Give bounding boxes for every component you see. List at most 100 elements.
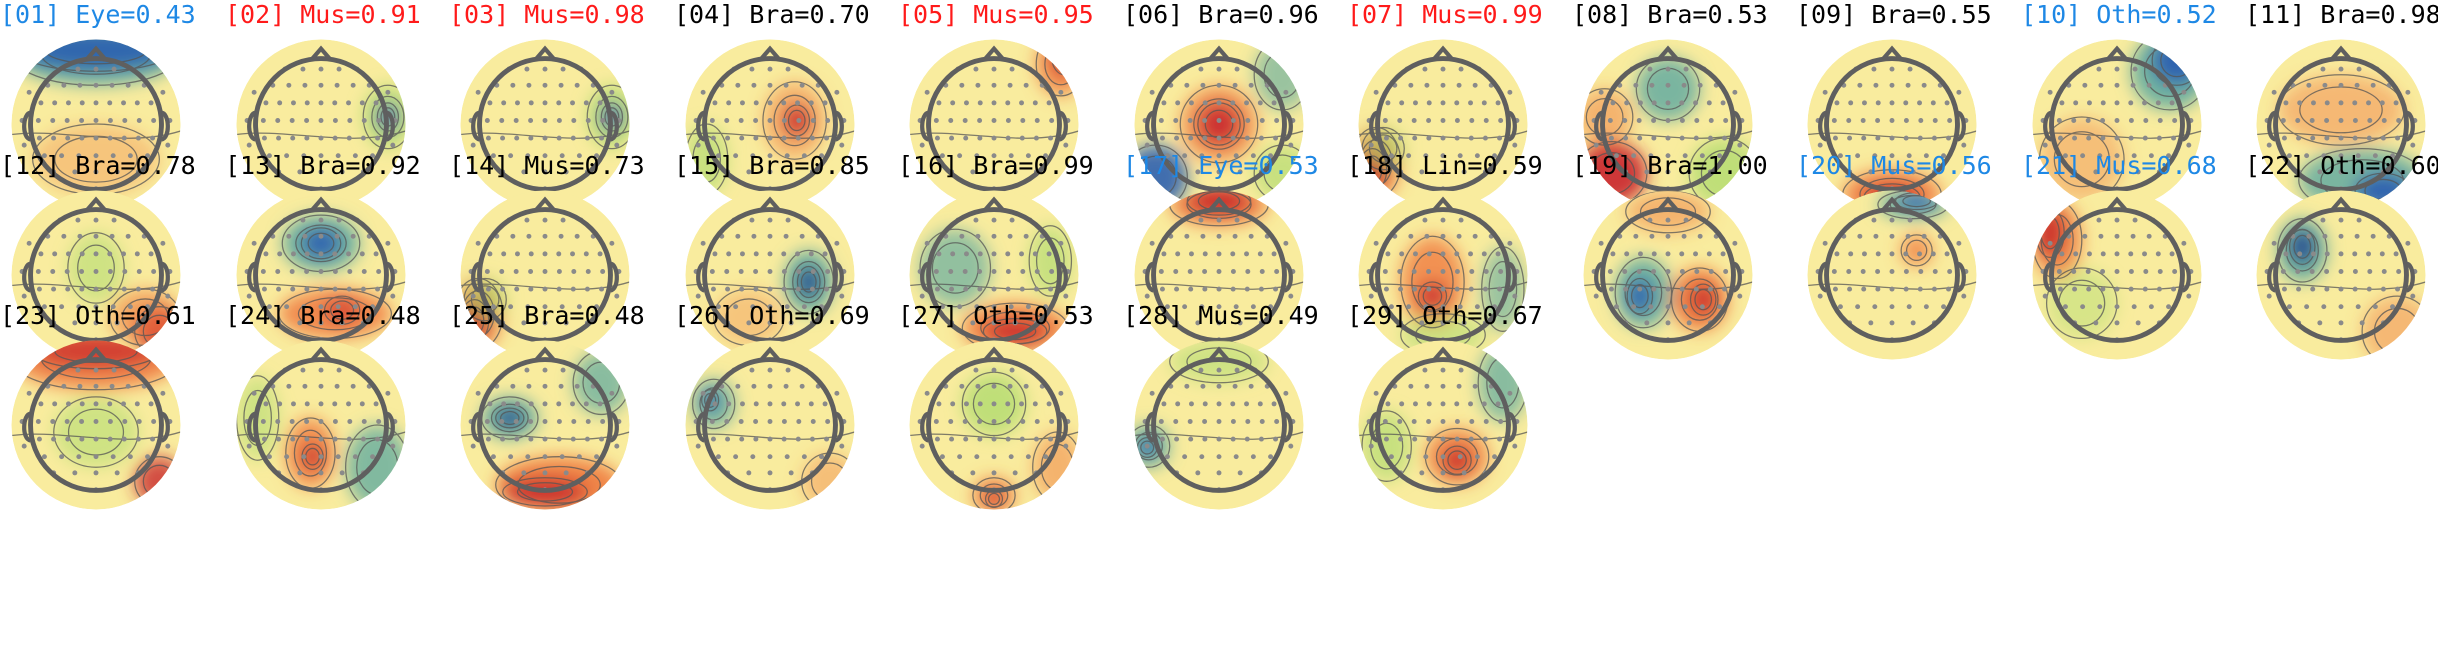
electrode-dot — [2096, 217, 2102, 223]
electrode-dot — [1440, 66, 1446, 72]
electrode-dot — [35, 118, 41, 123]
right-ear-outline — [1732, 261, 1742, 293]
electrode-dot — [347, 269, 353, 274]
electrode-dot — [1245, 419, 1251, 424]
electrode-dot — [735, 383, 741, 389]
electrode-dot — [1408, 383, 1414, 389]
electrode-dot — [1288, 293, 1294, 299]
electrode-dot — [110, 304, 116, 310]
electrode-dot — [1175, 401, 1181, 407]
electrode-dot — [289, 419, 295, 424]
electrode-dot — [712, 251, 718, 257]
electrode-dot — [1930, 100, 1936, 106]
electrode-dot — [1216, 454, 1222, 460]
electrode-dot — [839, 142, 845, 148]
electrode-dot — [1472, 383, 1478, 389]
contour-line — [2288, 228, 2316, 266]
electrode-dot — [1910, 320, 1916, 326]
electrode-dot — [38, 401, 44, 407]
electrode-dot — [1637, 286, 1643, 292]
electrode-dot — [767, 436, 773, 442]
electrode-dot — [1023, 233, 1029, 239]
electrode-dot — [1216, 320, 1222, 326]
electrode-dot — [2128, 269, 2134, 274]
electrode-dot — [79, 251, 85, 257]
electrode-dot — [490, 454, 496, 460]
electrode-dot — [556, 419, 562, 424]
electrode-dot — [809, 436, 815, 442]
electrode-dot — [542, 135, 548, 141]
electrode-dot — [2393, 100, 2399, 106]
electrode-dot — [114, 470, 120, 476]
electrode-dot — [933, 118, 939, 123]
electrode-dot — [2352, 118, 2358, 123]
electrode-dot — [1468, 100, 1473, 106]
electrode-dot — [1461, 320, 1467, 326]
electrode-dot — [1707, 286, 1713, 292]
electrode-dot — [2181, 240, 2187, 246]
left-ear-outline — [2267, 261, 2277, 293]
electrode-dot — [1875, 135, 1881, 141]
electrode-dot — [700, 89, 706, 95]
electrode-dot — [2281, 135, 2287, 141]
electrode-dot — [1723, 269, 1729, 274]
electrode-dot — [370, 304, 376, 310]
electrode-dot — [1368, 142, 1374, 148]
electrode-dot — [1472, 82, 1478, 88]
electrode-dot — [1482, 286, 1488, 292]
component-cell: [07] Mus=0.99 — [1347, 0, 1572, 225]
electrode-dot — [2059, 100, 2065, 106]
electrode-dot — [788, 169, 794, 175]
electrode-dot — [2310, 286, 2316, 292]
electrode-dot — [332, 135, 338, 141]
electrode-dot — [1860, 269, 1866, 274]
electrode-dot — [1413, 100, 1418, 106]
electrode-dot — [1512, 443, 1518, 449]
electrode-dot — [991, 320, 997, 326]
electrode-dot — [26, 240, 32, 246]
electrode-dot — [1406, 153, 1412, 159]
electrode-dot — [1440, 135, 1446, 141]
electrode-dot — [2071, 118, 2077, 123]
electrode-dot — [1440, 401, 1446, 407]
electrode-dot — [52, 401, 58, 407]
electrode-dot — [1665, 66, 1671, 72]
component-cell: [22] Oth=0.60 — [2245, 151, 2438, 376]
electrode-dot — [585, 419, 591, 424]
electrode-dot — [1007, 233, 1013, 239]
electrode-dot — [1498, 118, 1504, 123]
component-cell: [15] Bra=0.85 — [674, 151, 899, 376]
left-ear-outline — [1818, 110, 1828, 142]
right-ear-outline — [1507, 110, 1517, 142]
electrode-dot — [260, 269, 266, 274]
electrode-dot — [2286, 153, 2292, 159]
electrode-dot — [1257, 251, 1263, 257]
electrode-dot — [332, 401, 338, 407]
right-ear-outline — [1058, 110, 1068, 142]
activation-blob — [713, 289, 785, 346]
electrode-dot — [1032, 100, 1038, 106]
contour-line — [1630, 284, 1649, 309]
electrode-dot — [2405, 240, 2411, 246]
electrode-dot — [1382, 419, 1388, 424]
electrode-dot — [977, 269, 983, 274]
electrode-dot — [263, 100, 269, 106]
electrode-dot — [1693, 135, 1699, 141]
right-ear-outline — [1058, 411, 1068, 443]
right-ear-outline — [609, 411, 619, 443]
electrode-dot — [824, 286, 830, 292]
right-ear-outline — [1956, 261, 1966, 293]
electrode-dot — [570, 100, 575, 106]
electrode-dot — [36, 286, 42, 292]
electrode-dot — [125, 233, 131, 239]
electrode-dot — [2338, 100, 2344, 106]
electrode-dot — [2086, 286, 2092, 292]
contour-line — [1400, 235, 1465, 329]
activation-blob — [1443, 446, 1472, 475]
electrode-dot — [1426, 436, 1432, 442]
electrode-dot — [2359, 320, 2365, 326]
electrode-dot — [332, 118, 338, 123]
electrode-dot — [1923, 304, 1929, 310]
electrode-dot — [1875, 251, 1881, 257]
electrode-dot — [1063, 142, 1069, 148]
